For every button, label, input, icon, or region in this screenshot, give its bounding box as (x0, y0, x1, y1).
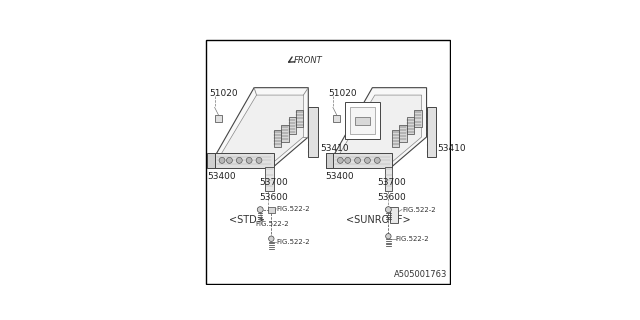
Circle shape (385, 207, 391, 212)
Polygon shape (407, 117, 414, 134)
Circle shape (219, 157, 225, 163)
Polygon shape (308, 108, 318, 157)
Polygon shape (326, 153, 333, 168)
Text: 53600: 53600 (378, 193, 406, 202)
Polygon shape (333, 115, 340, 122)
Text: <SUNROOF>: <SUNROOF> (346, 214, 411, 225)
Text: <STD>: <STD> (230, 214, 266, 225)
Text: 53700: 53700 (259, 178, 288, 187)
Text: FIG.522-2: FIG.522-2 (255, 221, 289, 228)
Polygon shape (355, 117, 370, 124)
Text: A505001763: A505001763 (394, 270, 447, 279)
Polygon shape (296, 110, 303, 127)
Circle shape (386, 234, 391, 239)
Polygon shape (214, 88, 308, 166)
Text: 53410: 53410 (437, 144, 466, 153)
Polygon shape (333, 88, 427, 166)
Circle shape (236, 157, 243, 163)
Polygon shape (385, 166, 392, 191)
Polygon shape (265, 166, 274, 191)
Text: FRONT: FRONT (294, 56, 323, 65)
Text: FIG.522-2: FIG.522-2 (276, 239, 310, 245)
Text: FIG.522-2: FIG.522-2 (402, 207, 436, 213)
Circle shape (355, 157, 360, 163)
Polygon shape (268, 207, 275, 212)
Polygon shape (338, 95, 422, 164)
Text: 51020: 51020 (328, 89, 356, 98)
Text: 53400: 53400 (207, 172, 236, 181)
Polygon shape (350, 108, 375, 134)
Polygon shape (281, 124, 289, 142)
Polygon shape (399, 124, 407, 142)
Circle shape (227, 157, 232, 163)
Circle shape (374, 157, 380, 163)
Polygon shape (390, 207, 397, 223)
Polygon shape (220, 95, 303, 164)
Text: 53700: 53700 (378, 178, 406, 187)
Text: 53600: 53600 (259, 193, 288, 202)
Text: 51020: 51020 (210, 89, 238, 98)
Polygon shape (414, 110, 422, 127)
Circle shape (246, 157, 252, 163)
Polygon shape (427, 108, 436, 157)
Polygon shape (392, 130, 399, 147)
Circle shape (269, 236, 274, 241)
Polygon shape (274, 130, 281, 147)
Circle shape (256, 157, 262, 163)
Text: FIG.522-2: FIG.522-2 (396, 236, 429, 242)
Polygon shape (207, 153, 274, 168)
Polygon shape (289, 117, 296, 134)
Polygon shape (207, 153, 214, 168)
Circle shape (345, 157, 351, 163)
Circle shape (337, 157, 343, 163)
Circle shape (257, 207, 263, 212)
Polygon shape (214, 115, 222, 122)
Polygon shape (326, 153, 392, 168)
Polygon shape (345, 102, 380, 140)
Circle shape (364, 157, 371, 163)
Text: FIG.522-2: FIG.522-2 (276, 206, 310, 212)
Text: 53410: 53410 (321, 144, 349, 153)
Text: 53400: 53400 (326, 172, 354, 181)
